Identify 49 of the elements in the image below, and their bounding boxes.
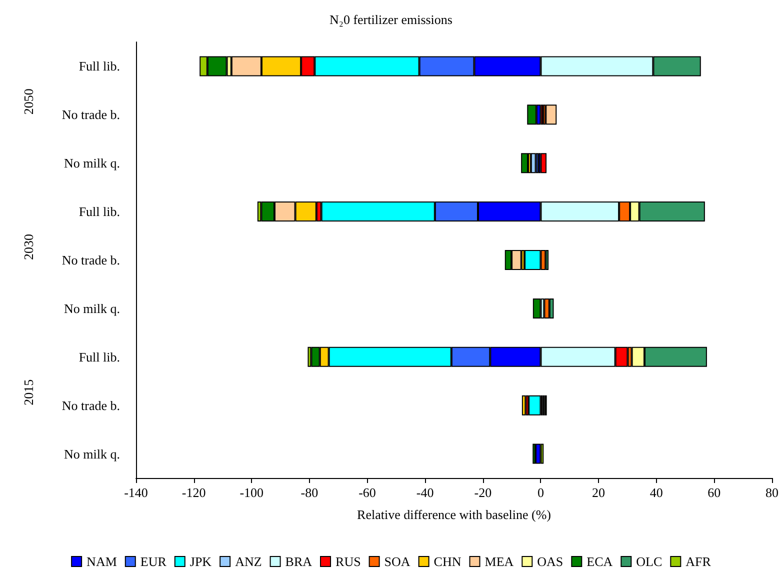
bar	[546, 104, 557, 125]
bar	[530, 153, 536, 174]
x-tick-label: -100	[240, 485, 264, 500]
legend-label: MEA	[484, 554, 514, 569]
bar	[521, 153, 528, 174]
legend-label: OAS	[537, 554, 564, 569]
bar	[532, 298, 541, 318]
x-tick-label: -140	[124, 485, 148, 500]
legend-label: ECA	[586, 554, 614, 569]
bar	[528, 395, 541, 416]
x-tick-label: 60	[708, 485, 721, 500]
bar	[536, 444, 541, 464]
y-tick-label: Full lib.	[78, 349, 120, 364]
x-axis-title: Relative difference with baseline (%)	[357, 507, 551, 522]
x-tick-label: -40	[416, 485, 434, 500]
legend-label: NAM	[86, 554, 118, 569]
text: 2030	[21, 234, 36, 260]
x-tick-label: -120	[182, 485, 206, 500]
x-tick-label: 80	[766, 485, 778, 500]
legend-label: ANZ	[235, 554, 262, 569]
legend-label: JPK	[190, 554, 212, 569]
legend-label: BRA	[285, 554, 313, 569]
y-tick-label: No trade b.	[62, 107, 120, 122]
y-tick-label: Full lib.	[78, 204, 120, 220]
text: 2050	[21, 88, 36, 115]
y-tick-label: Full lib.	[78, 58, 120, 74]
text: 2015	[21, 379, 36, 406]
legend-label: OLC	[636, 554, 662, 569]
legend-label: CHN	[434, 554, 462, 569]
x-tick-label: -20	[474, 485, 492, 500]
legend-label: EUR	[140, 554, 167, 569]
x-tick-label: -80	[300, 485, 318, 500]
y-tick-label: No milk q.	[64, 446, 120, 462]
y-tick-label: No milk q.	[64, 300, 120, 316]
chart-title: N₂0 fertilizer emissions	[330, 12, 452, 27]
bar	[527, 104, 536, 125]
x-tick-label: 0	[537, 485, 544, 500]
y-tick-label: No milk q.	[64, 156, 120, 171]
y-tick-label: No trade b.	[62, 398, 120, 413]
bar	[540, 153, 547, 174]
bar	[544, 298, 550, 318]
x-tick-label: 20	[592, 485, 606, 500]
bar	[522, 395, 526, 416]
legend-label: AFR	[686, 554, 712, 569]
y-tick-label: No trade b.	[62, 252, 120, 268]
x-tick-label: -60	[358, 485, 376, 500]
legend-label: SOA	[384, 554, 411, 569]
x-tick-label: 40	[650, 485, 663, 500]
legend-label: RUS	[336, 554, 361, 569]
